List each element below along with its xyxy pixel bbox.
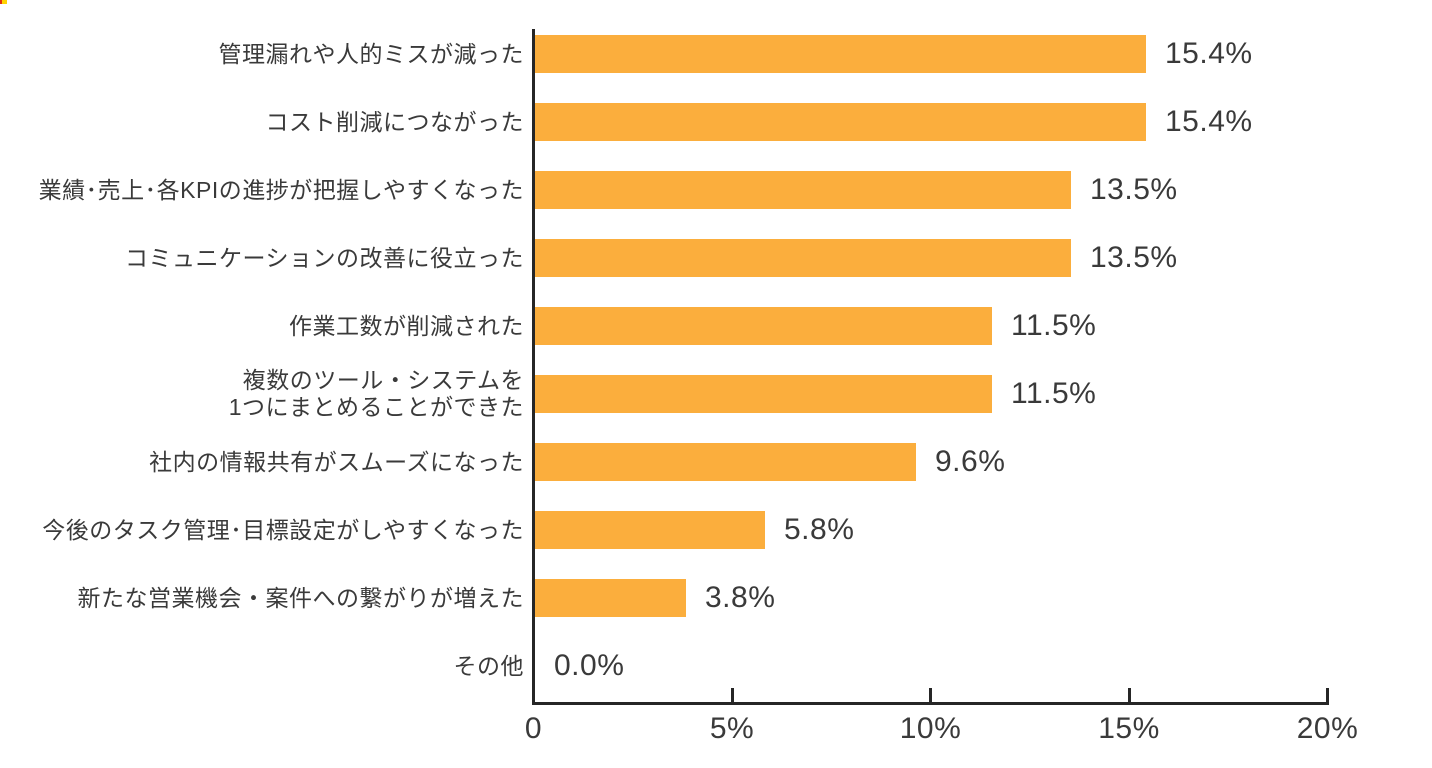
x-axis-tick-label: 5%: [709, 712, 755, 745]
category-label: 今後のタスク管理･目標設定がしやすくなった: [42, 516, 524, 543]
bar: [535, 579, 686, 617]
category-label: コスト削減につながった: [265, 108, 524, 135]
category-label: 社内の情報共有がスムーズになった: [149, 448, 524, 475]
bar: [535, 375, 992, 413]
bar: [535, 239, 1071, 277]
bar-value-label: 3.8%: [705, 581, 776, 614]
bar-value-label: 15.4%: [1165, 105, 1253, 138]
x-axis-tick-label: 15%: [1098, 712, 1160, 745]
plot-area: 15.4% 15.4% 13.5% 13.5% 11.5% 11.5% 9.6% 5.8% 3.…: [535, 29, 1329, 702]
category-label: コミュニケーションの改善に役立った: [124, 244, 524, 271]
bar-value-label: 13.5%: [1090, 173, 1178, 206]
corner-artifact: [0, 0, 7, 4]
x-axis-tick-label: 0: [524, 712, 543, 745]
bar-value-label: 11.5%: [1011, 309, 1097, 342]
category-label: 作業工数が削減された: [289, 312, 524, 339]
bar: [535, 103, 1146, 141]
category-label: 管理漏れや人的ミスが減った: [218, 40, 524, 67]
bar-value-label: 0.0%: [554, 649, 625, 682]
x-axis-tick-mark: [731, 688, 734, 702]
bar-value-label: 9.6%: [935, 445, 1006, 478]
bar: [535, 35, 1146, 73]
bar: [535, 511, 765, 549]
category-label: 業績･売上･各KPIの進捗が把握しやすくなった: [38, 176, 524, 203]
x-axis-tick-label: 20%: [1296, 712, 1359, 745]
bar-value-label: 11.5%: [1011, 377, 1097, 410]
category-label: その他: [453, 652, 524, 679]
x-axis-tick-label: 10%: [899, 712, 962, 745]
category-labels: 管理漏れや人的ミスが減ったコスト削減につながった業績･売上･各KPIの進捗が把握…: [0, 29, 524, 709]
bar: [535, 171, 1071, 209]
x-axis-tick-mark: [929, 688, 932, 702]
category-label: 新たな営業機会・案件への繋がりが増えた: [77, 584, 524, 611]
bar: [535, 443, 916, 481]
bar-value-label: 13.5%: [1090, 241, 1178, 274]
x-axis-line: [532, 702, 1329, 705]
bar-value-label: 5.8%: [784, 513, 855, 546]
bar-value-label: 15.4%: [1165, 37, 1253, 70]
x-axis-tick-mark: [1326, 688, 1329, 702]
category-label: 複数のツール・システムを 1つにまとめることができた: [228, 367, 524, 420]
bar: [535, 307, 992, 345]
x-axis-tick-mark: [1128, 688, 1131, 702]
y-axis-line: [532, 29, 535, 705]
